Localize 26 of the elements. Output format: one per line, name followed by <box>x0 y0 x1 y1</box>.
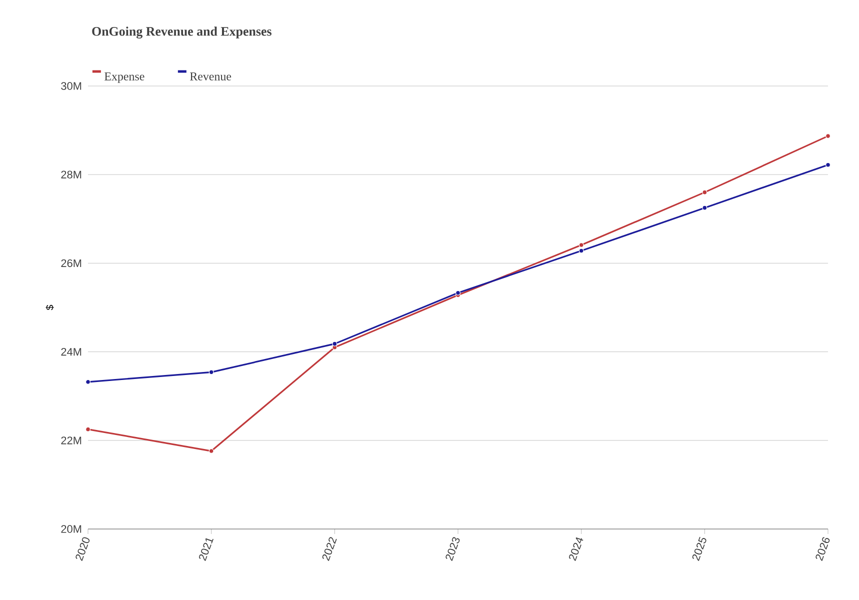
y-tick-label: 24M <box>61 348 82 356</box>
x-tick-label: 2024 <box>568 537 584 561</box>
point <box>702 190 708 195</box>
legend-label: Revenue <box>190 72 232 80</box>
y-axis-title: $ <box>46 304 54 310</box>
point <box>86 426 90 432</box>
point <box>826 162 830 168</box>
point <box>332 341 338 346</box>
point <box>578 242 584 248</box>
y-tick-label: 28M <box>61 170 82 178</box>
x-tick-label: 2021 <box>198 538 214 561</box>
point <box>578 248 584 254</box>
y-tick-label: 22M <box>61 436 82 444</box>
y-tick-label: 30M <box>61 82 82 90</box>
point <box>702 205 708 210</box>
chart-title: OnGoing Revenue and Expenses <box>92 26 272 38</box>
point <box>208 448 214 454</box>
x-tick-label: 2020 <box>76 537 90 561</box>
x-tick-label: 2023 <box>446 537 460 561</box>
legend-label: Expense <box>104 72 144 83</box>
x-tick-label: 2026 <box>816 537 830 561</box>
y-tick-label: 20M <box>61 525 82 533</box>
x-tick-label: 2022 <box>322 537 337 561</box>
y-tick-label: 26M <box>61 259 82 268</box>
point <box>208 370 214 375</box>
x-tick-label: 2025 <box>692 536 706 561</box>
